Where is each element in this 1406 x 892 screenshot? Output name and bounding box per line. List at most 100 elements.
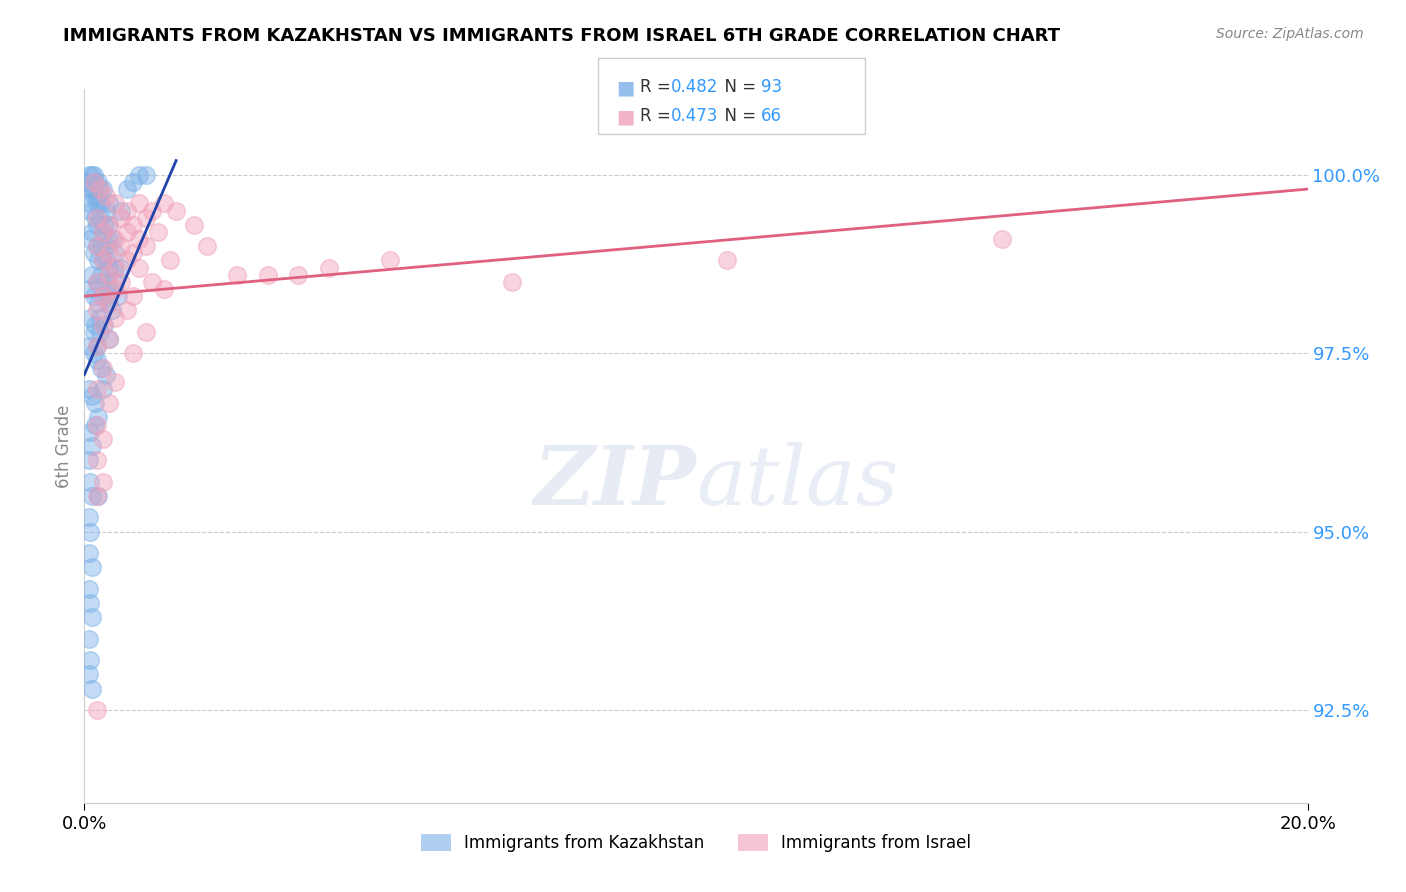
Point: [91, 318, 114, 332]
Point: [97, 218, 120, 232]
Point: [77, 546, 100, 560]
Point: [103, 260, 125, 275]
Point: [91, 289, 114, 303]
Point: [86, 239, 108, 253]
Text: R =: R =: [640, 107, 676, 125]
Point: [128, 232, 150, 246]
Point: [76, 175, 98, 189]
Point: [165, 203, 187, 218]
Point: [77, 282, 100, 296]
Point: [80, 225, 103, 239]
Point: [195, 239, 218, 253]
Point: [93, 218, 115, 232]
Point: [135, 168, 157, 182]
Point: [141, 203, 163, 218]
Point: [83, 246, 105, 260]
Point: [83, 189, 105, 203]
Point: [77, 582, 100, 596]
Point: [110, 275, 132, 289]
Point: [97, 246, 120, 260]
Point: [98, 282, 121, 296]
Point: [77, 196, 100, 211]
Point: [97, 396, 120, 410]
Point: [107, 289, 129, 303]
Point: [79, 596, 101, 610]
Point: [86, 382, 108, 396]
Point: [79, 524, 101, 539]
Point: [86, 703, 108, 717]
Point: [86, 189, 108, 203]
Point: [91, 253, 114, 268]
Legend: Immigrants from Kazakhstan, Immigrants from Israel: Immigrants from Kazakhstan, Immigrants f…: [415, 827, 977, 859]
Point: [115, 203, 138, 218]
Point: [77, 510, 100, 524]
Point: [80, 681, 103, 696]
Point: [90, 360, 112, 375]
Point: [183, 218, 205, 232]
Point: [104, 375, 127, 389]
Point: [226, 268, 249, 282]
Point: [91, 225, 114, 239]
Point: [104, 246, 127, 260]
Point: [287, 268, 309, 282]
Point: [104, 260, 127, 275]
Point: [86, 196, 108, 211]
Point: [83, 175, 105, 189]
Point: [80, 489, 103, 503]
Y-axis label: 6th Grade: 6th Grade: [55, 404, 73, 488]
Point: [77, 453, 100, 467]
Point: [101, 303, 124, 318]
Point: [86, 417, 108, 432]
Point: [90, 196, 112, 211]
Text: 66: 66: [761, 107, 782, 125]
Point: [91, 382, 114, 396]
Point: [89, 310, 111, 325]
Point: [135, 211, 157, 225]
Point: [84, 318, 107, 332]
Point: [122, 346, 145, 360]
Point: [80, 268, 103, 282]
Point: [115, 225, 138, 239]
Point: [97, 296, 120, 310]
Point: [87, 253, 110, 268]
Point: [86, 275, 108, 289]
Point: [90, 268, 112, 282]
Point: [122, 218, 145, 232]
Point: [89, 182, 111, 196]
Point: [110, 260, 132, 275]
Point: [991, 232, 1014, 246]
Text: atlas: atlas: [696, 442, 898, 522]
Point: [380, 253, 402, 268]
Point: [83, 289, 105, 303]
Text: N =: N =: [714, 78, 762, 96]
Point: [97, 332, 120, 346]
Point: [91, 253, 114, 268]
Point: [502, 275, 524, 289]
Point: [77, 667, 100, 681]
Point: [122, 289, 145, 303]
Point: [104, 196, 127, 211]
Point: [110, 203, 132, 218]
Text: N =: N =: [714, 107, 762, 125]
Point: [104, 232, 127, 246]
Point: [94, 203, 117, 218]
Point: [90, 239, 112, 253]
Point: [97, 296, 120, 310]
Point: [146, 225, 169, 239]
Point: [83, 168, 105, 182]
Point: [79, 425, 101, 439]
Point: [86, 453, 108, 467]
Point: [80, 439, 103, 453]
Point: [80, 610, 103, 624]
Point: [84, 175, 107, 189]
Point: [87, 296, 110, 310]
Text: IMMIGRANTS FROM KAZAKHSTAN VS IMMIGRANTS FROM ISRAEL 6TH GRADE CORRELATION CHART: IMMIGRANTS FROM KAZAKHSTAN VS IMMIGRANTS…: [63, 27, 1060, 45]
Point: [82, 182, 104, 196]
Point: [77, 632, 100, 646]
Text: ■: ■: [616, 78, 634, 97]
Point: [135, 325, 157, 339]
Point: [115, 182, 138, 196]
Point: [84, 396, 107, 410]
Point: [91, 289, 114, 303]
Point: [128, 260, 150, 275]
